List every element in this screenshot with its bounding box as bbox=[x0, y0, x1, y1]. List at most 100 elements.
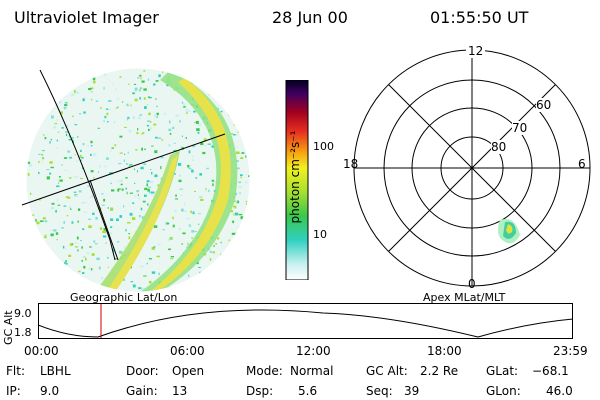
speckle-pixel bbox=[92, 212, 95, 215]
speckle-pixel bbox=[148, 97, 152, 99]
speckle-pixel bbox=[98, 165, 101, 168]
speckle-pixel bbox=[186, 112, 188, 114]
speckle-pixel bbox=[127, 221, 131, 224]
speckle-pixel bbox=[199, 196, 203, 198]
speckle-pixel bbox=[97, 127, 100, 129]
speckle-pixel bbox=[195, 120, 199, 124]
speckle-pixel bbox=[138, 196, 140, 200]
speckle-pixel bbox=[35, 219, 37, 222]
speckle-pixel bbox=[172, 127, 175, 129]
speckle-pixel bbox=[213, 245, 215, 247]
speckle-pixel bbox=[70, 208, 72, 210]
speckle-pixel bbox=[188, 224, 191, 227]
speckle-pixel bbox=[233, 212, 235, 216]
speckle-pixel bbox=[60, 111, 63, 115]
speckle-pixel bbox=[80, 178, 83, 179]
speckle-pixel bbox=[102, 230, 105, 233]
speckle-pixel bbox=[149, 120, 152, 123]
speckle-pixel bbox=[115, 87, 117, 91]
speckle-pixel bbox=[126, 191, 128, 195]
speckle-pixel bbox=[69, 177, 72, 179]
glon-value: 46.0 bbox=[546, 384, 573, 398]
door-value: Open bbox=[172, 364, 205, 378]
speckle-pixel bbox=[55, 232, 59, 235]
speckle-pixel bbox=[64, 169, 67, 171]
dsp-value: 5.6 bbox=[298, 384, 318, 398]
speckle-pixel bbox=[140, 87, 142, 90]
speckle-pixel bbox=[117, 106, 119, 108]
ip-label: IP: bbox=[6, 384, 21, 398]
speckle-pixel bbox=[55, 147, 58, 149]
speckle-pixel bbox=[183, 106, 186, 108]
gc-alt-label: GC Alt: bbox=[366, 364, 408, 378]
speckle-pixel bbox=[57, 179, 59, 181]
speckle-pixel bbox=[41, 153, 44, 156]
speckle-pixel bbox=[240, 174, 243, 176]
speckle-pixel bbox=[138, 214, 141, 218]
speckle-pixel bbox=[155, 136, 158, 139]
speckle-pixel bbox=[79, 159, 83, 161]
gc-altitude-plot bbox=[38, 303, 573, 339]
speckle-pixel bbox=[71, 221, 74, 224]
speckle-pixel bbox=[160, 156, 164, 159]
speckle-pixel bbox=[117, 97, 120, 100]
speckle-pixel bbox=[181, 101, 184, 104]
speckle-pixel bbox=[241, 152, 244, 154]
speckle-pixel bbox=[106, 157, 109, 160]
speckle-pixel bbox=[42, 150, 45, 152]
geo-lat-line bbox=[21, 133, 226, 206]
speckle-pixel bbox=[56, 185, 60, 188]
speckle-pixel bbox=[220, 110, 223, 113]
speckle-pixel bbox=[36, 221, 40, 225]
speckle-pixel bbox=[44, 137, 47, 140]
speckle-pixel bbox=[66, 136, 68, 138]
speckle-pixel bbox=[128, 165, 131, 168]
speckle-pixel bbox=[41, 160, 43, 163]
speckle-pixel bbox=[182, 103, 186, 106]
speckle-pixel bbox=[137, 128, 139, 131]
speckle-pixel bbox=[112, 249, 115, 253]
speckle-pixel bbox=[107, 266, 110, 268]
speckle-pixel bbox=[184, 210, 187, 212]
speckle-pixel bbox=[58, 100, 62, 104]
speckle-pixel bbox=[166, 222, 170, 225]
speckle-pixel bbox=[139, 74, 142, 77]
speckle-pixel bbox=[179, 228, 181, 230]
speckle-pixel bbox=[133, 116, 135, 119]
speckle-pixel bbox=[236, 151, 240, 154]
speckle-pixel bbox=[140, 77, 142, 80]
speckle-pixel bbox=[192, 159, 194, 161]
speckle-pixel bbox=[135, 149, 138, 151]
speckle-pixel bbox=[81, 259, 83, 262]
speckle-pixel bbox=[74, 90, 76, 93]
speckle-pixel bbox=[144, 187, 148, 191]
speckle-pixel bbox=[171, 257, 174, 259]
speckle-pixel bbox=[143, 97, 146, 100]
speckle-pixel bbox=[121, 168, 124, 170]
speckle-pixel bbox=[151, 191, 155, 194]
speckle-pixel bbox=[198, 213, 201, 215]
speckle-pixel bbox=[151, 145, 154, 147]
apex-caption: Apex MLat/MLT bbox=[423, 291, 506, 304]
speckle-pixel bbox=[49, 172, 52, 175]
speckle-pixel bbox=[51, 115, 54, 119]
speckle-pixel bbox=[120, 179, 123, 182]
speckle-pixel bbox=[49, 140, 51, 144]
speckle-pixel bbox=[129, 164, 133, 166]
speckle-pixel bbox=[130, 104, 132, 107]
speckle-pixel bbox=[217, 237, 220, 240]
speckle-pixel bbox=[46, 235, 48, 237]
speckle-pixel bbox=[103, 120, 105, 122]
speckle-pixel bbox=[232, 134, 236, 136]
speckle-pixel bbox=[53, 229, 57, 232]
speckle-pixel bbox=[102, 235, 107, 238]
speckle-pixel bbox=[81, 201, 85, 204]
speckle-pixel bbox=[185, 137, 187, 139]
speckle-pixel bbox=[217, 107, 220, 110]
speckle-pixel bbox=[233, 124, 235, 126]
speckle-pixel bbox=[213, 180, 217, 183]
speckle-pixel bbox=[148, 280, 152, 284]
speckle-pixel bbox=[236, 147, 239, 149]
speckle-pixel bbox=[196, 261, 199, 265]
mlt-label-0: 0 bbox=[468, 277, 476, 291]
